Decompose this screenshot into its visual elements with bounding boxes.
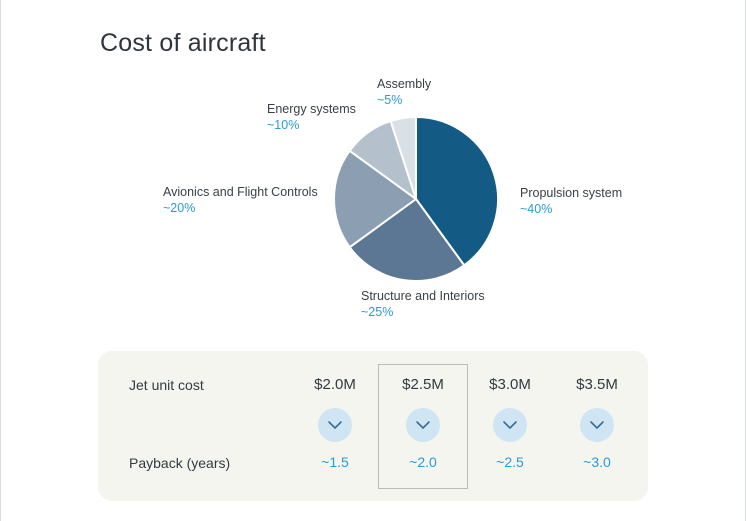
- label-avionics: Avionics and Flight Controls ~20%: [163, 184, 318, 216]
- label-propulsion: Propulsion system ~40%: [520, 185, 622, 217]
- price-value: $3.0M: [489, 376, 531, 393]
- slice-percent: ~10%: [267, 118, 300, 132]
- jet-unit-cost-label: Jet unit cost: [129, 377, 204, 393]
- price-option-2-5m[interactable]: $2.5M ~2.0: [378, 351, 468, 501]
- price-select-button[interactable]: [318, 408, 352, 442]
- payback-years-label: Payback (years): [129, 455, 231, 471]
- slice-name: Propulsion system: [520, 186, 623, 200]
- pie-slice-avionics-and-flight-controls: [332, 149, 418, 249]
- chevron-down-icon: [416, 421, 430, 429]
- chevron-down-icon: [328, 421, 342, 429]
- price-option-3-5m[interactable]: $3.5M ~3.0: [552, 351, 642, 501]
- slice-percent: ~25%: [361, 305, 394, 319]
- price-option-2-0m[interactable]: $2.0M ~1.5: [290, 351, 380, 501]
- pie-chart: [332, 115, 499, 282]
- slice-name: Assembly: [377, 77, 432, 91]
- page-title: Cost of aircraft: [100, 28, 266, 57]
- payback-value: ~3.0: [583, 454, 611, 470]
- label-structure: Structure and Interiors ~25%: [361, 288, 485, 320]
- label-energy: Energy systems ~10%: [267, 101, 356, 133]
- slice-name: Structure and Interiors: [361, 289, 485, 303]
- price-select-button[interactable]: [580, 408, 614, 442]
- price-value: $2.0M: [314, 376, 356, 393]
- price-option-3-0m[interactable]: $3.0M ~2.5: [465, 351, 555, 501]
- payback-value: ~1.5: [321, 454, 349, 470]
- payback-value: ~2.5: [496, 454, 524, 470]
- price-value: $3.5M: [576, 376, 618, 393]
- frame-left-edge: [0, 0, 1, 521]
- pie-slice-structure-and-interiors: [348, 197, 466, 282]
- label-assembly: Assembly ~5%: [377, 76, 431, 108]
- chevron-down-icon: [503, 421, 517, 429]
- price-select-button[interactable]: [406, 408, 440, 442]
- slice-percent: ~40%: [520, 202, 553, 216]
- cost-payback-panel: Jet unit cost Payback (years) $2.0M ~1.5…: [98, 351, 648, 501]
- pie-slice-propulsion-system: [415, 115, 499, 267]
- price-value: $2.5M: [402, 376, 444, 393]
- chevron-down-icon: [590, 421, 604, 429]
- slice-name: Avionics and Flight Controls: [163, 185, 318, 199]
- slice-percent: ~5%: [377, 93, 403, 107]
- payback-value: ~2.0: [409, 454, 437, 470]
- pie-slice-assembly: [389, 115, 417, 200]
- slice-name: Energy systems: [267, 102, 356, 116]
- price-select-button[interactable]: [493, 408, 527, 442]
- slice-percent: ~20%: [163, 201, 196, 215]
